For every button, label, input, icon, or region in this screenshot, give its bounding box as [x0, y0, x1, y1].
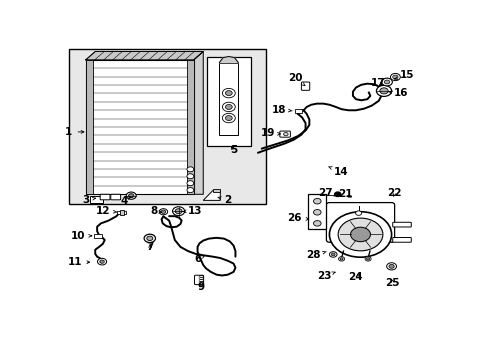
Circle shape — [338, 257, 344, 261]
Text: 7: 7 — [146, 242, 154, 252]
Circle shape — [172, 207, 184, 216]
Text: 22: 22 — [386, 188, 401, 198]
Text: 27: 27 — [318, 188, 336, 198]
Bar — [85, 60, 92, 194]
Circle shape — [283, 132, 287, 136]
Bar — [219, 63, 238, 135]
Circle shape — [392, 75, 397, 79]
Text: 21: 21 — [337, 189, 351, 199]
Text: 1: 1 — [65, 127, 84, 137]
Circle shape — [329, 212, 391, 257]
Bar — [89, 195, 102, 203]
Circle shape — [386, 263, 396, 270]
Text: 14: 14 — [328, 167, 348, 177]
Polygon shape — [193, 51, 203, 194]
Circle shape — [186, 167, 193, 172]
Bar — [85, 60, 193, 194]
Bar — [68, 49, 265, 204]
FancyBboxPatch shape — [111, 194, 121, 200]
Polygon shape — [203, 191, 220, 201]
Text: 19: 19 — [260, 128, 280, 138]
Circle shape — [331, 253, 334, 256]
Circle shape — [97, 258, 106, 265]
Circle shape — [355, 211, 361, 215]
Text: 11: 11 — [67, 257, 89, 267]
Bar — [212, 189, 220, 192]
Circle shape — [126, 192, 136, 199]
Text: 24: 24 — [347, 273, 362, 283]
Text: 12: 12 — [96, 206, 116, 216]
FancyBboxPatch shape — [279, 131, 290, 137]
Bar — [94, 234, 102, 238]
Bar — [295, 109, 302, 113]
Text: 17: 17 — [370, 77, 385, 87]
Circle shape — [350, 227, 370, 242]
Polygon shape — [219, 57, 238, 63]
Text: 5: 5 — [229, 145, 237, 155]
Bar — [307, 194, 326, 229]
Circle shape — [337, 218, 382, 251]
FancyBboxPatch shape — [100, 194, 110, 200]
Circle shape — [186, 174, 193, 179]
Text: 23: 23 — [317, 271, 334, 281]
Circle shape — [128, 194, 134, 198]
Circle shape — [366, 258, 369, 260]
Circle shape — [313, 198, 321, 204]
Text: 16: 16 — [387, 88, 407, 98]
Circle shape — [381, 78, 391, 86]
Text: 20: 20 — [287, 73, 305, 86]
FancyBboxPatch shape — [392, 222, 410, 227]
Text: 4: 4 — [120, 195, 130, 206]
Text: 25: 25 — [385, 278, 399, 288]
Text: 10: 10 — [71, 231, 91, 241]
FancyBboxPatch shape — [301, 82, 309, 90]
Circle shape — [384, 80, 389, 84]
FancyBboxPatch shape — [194, 275, 203, 285]
Text: 18: 18 — [271, 105, 291, 115]
Polygon shape — [85, 51, 203, 60]
Circle shape — [186, 188, 193, 193]
Circle shape — [144, 234, 155, 243]
Circle shape — [313, 210, 321, 215]
Circle shape — [389, 73, 400, 81]
Bar — [120, 210, 124, 215]
Bar — [186, 60, 193, 194]
Circle shape — [222, 113, 235, 123]
Circle shape — [339, 258, 343, 260]
Circle shape — [334, 192, 340, 197]
Text: 28: 28 — [305, 250, 325, 260]
Bar — [206, 57, 250, 146]
Circle shape — [329, 252, 336, 257]
Circle shape — [100, 260, 104, 263]
Circle shape — [225, 116, 232, 121]
Circle shape — [365, 257, 370, 261]
Circle shape — [376, 85, 391, 96]
Text: 3: 3 — [82, 195, 95, 205]
Circle shape — [186, 181, 193, 186]
Text: 26: 26 — [286, 213, 308, 223]
Text: 2: 2 — [218, 195, 231, 205]
Text: 15: 15 — [394, 70, 414, 80]
Bar — [85, 60, 193, 194]
Circle shape — [388, 264, 393, 268]
Text: 9: 9 — [197, 282, 204, 292]
Text: 6: 6 — [194, 255, 204, 264]
Text: 13: 13 — [182, 206, 202, 216]
Circle shape — [175, 209, 182, 214]
Circle shape — [225, 104, 232, 109]
Circle shape — [161, 210, 165, 213]
Circle shape — [146, 236, 153, 240]
Circle shape — [222, 89, 235, 98]
FancyBboxPatch shape — [392, 238, 410, 242]
Text: 8: 8 — [150, 207, 162, 216]
Bar — [117, 211, 125, 214]
Circle shape — [159, 209, 167, 215]
Circle shape — [222, 102, 235, 112]
Circle shape — [313, 221, 321, 226]
Circle shape — [379, 88, 387, 94]
Circle shape — [225, 91, 232, 96]
